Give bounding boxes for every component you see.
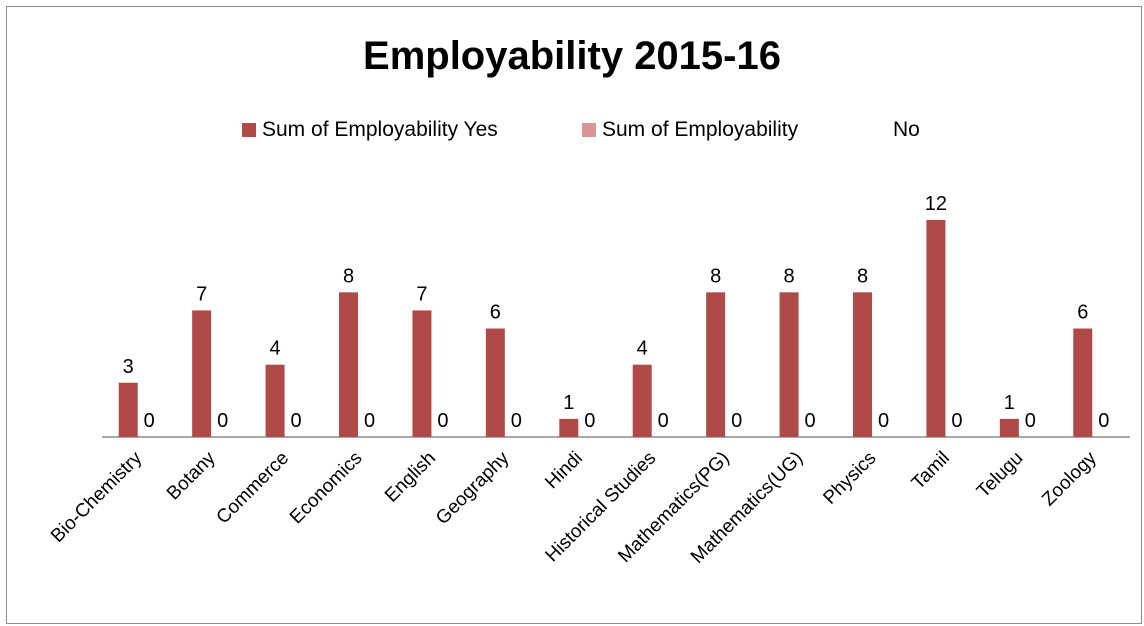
bar-yes-12 <box>999 418 1019 437</box>
bar-yes-5 <box>485 328 505 437</box>
data-label-no-8: 0 <box>731 410 742 432</box>
bar-yes-7 <box>632 364 652 437</box>
data-label-no-1: 0 <box>217 410 228 432</box>
category-label-1: Botany <box>163 447 220 504</box>
data-label-yes-1: 7 <box>196 283 207 305</box>
legend-swatch-no <box>582 123 596 137</box>
category-label-4: English <box>381 448 440 507</box>
data-label-no-6: 0 <box>584 410 595 432</box>
bar-yes-9 <box>779 292 799 437</box>
data-label-no-11: 0 <box>951 410 962 432</box>
bar-yes-8 <box>706 292 726 437</box>
data-label-yes-7: 4 <box>637 338 648 360</box>
data-label-yes-2: 4 <box>270 338 281 360</box>
legend-no-label: No <box>893 118 920 141</box>
chart-legend: Sum of Employability Yes Sum of Employab… <box>0 118 1144 144</box>
data-label-no-0: 0 <box>144 410 155 432</box>
bar-yes-10 <box>853 292 872 437</box>
legend-swatch-yes <box>242 123 256 137</box>
category-label-6: Hindi <box>541 448 586 493</box>
chart-title: Employability 2015-16 <box>363 34 781 78</box>
legend-extra-text: No <box>893 118 920 142</box>
bar-yes-4 <box>412 310 432 437</box>
bar-yes-13 <box>1073 328 1093 437</box>
bar-yes-6 <box>559 418 579 437</box>
data-label-no-5: 0 <box>511 410 522 432</box>
data-label-no-4: 0 <box>437 410 448 432</box>
legend-label-no: Sum of Employability <box>602 118 799 141</box>
data-label-yes-6: 1 <box>563 392 574 414</box>
data-label-no-10: 0 <box>878 410 889 432</box>
data-label-no-12: 0 <box>1025 410 1036 432</box>
bar-yes-0 <box>118 382 138 437</box>
legend-label-yes: Sum of Employability Yes <box>262 118 498 141</box>
data-label-no-7: 0 <box>658 410 669 432</box>
data-label-yes-5: 6 <box>490 302 501 324</box>
legend-item-yes: Sum of Employability Yes <box>242 118 498 142</box>
data-label-no-9: 0 <box>805 410 816 432</box>
category-label-13: Zoology <box>1038 447 1101 510</box>
data-label-yes-11: 12 <box>925 193 947 215</box>
category-label-12: Telugu <box>973 448 1027 502</box>
category-label-3: Economics <box>286 448 367 529</box>
data-label-no-3: 0 <box>364 410 375 432</box>
data-label-yes-3: 8 <box>343 265 354 287</box>
data-label-yes-0: 3 <box>123 356 134 378</box>
data-label-yes-4: 7 <box>416 283 427 305</box>
data-label-yes-12: 1 <box>1004 392 1015 414</box>
category-label-10: Physics <box>819 448 880 509</box>
bar-yes-1 <box>192 310 212 437</box>
data-label-yes-9: 8 <box>784 265 795 287</box>
category-label-0: Bio-Chemistry <box>47 447 147 547</box>
data-label-yes-8: 8 <box>710 265 721 287</box>
data-label-yes-10: 8 <box>857 265 868 287</box>
bar-yes-11 <box>926 220 946 437</box>
category-label-5: Geography <box>432 447 514 529</box>
data-label-no-2: 0 <box>291 410 302 432</box>
category-label-11: Tamil <box>908 448 954 494</box>
bar-yes-2 <box>265 364 285 437</box>
category-label-2: Commerce <box>213 448 294 529</box>
data-label-no-13: 0 <box>1098 410 1109 432</box>
bar-yes-3 <box>339 292 358 437</box>
legend-item-no: Sum of Employability <box>582 118 798 142</box>
data-label-yes-13: 6 <box>1077 302 1088 324</box>
